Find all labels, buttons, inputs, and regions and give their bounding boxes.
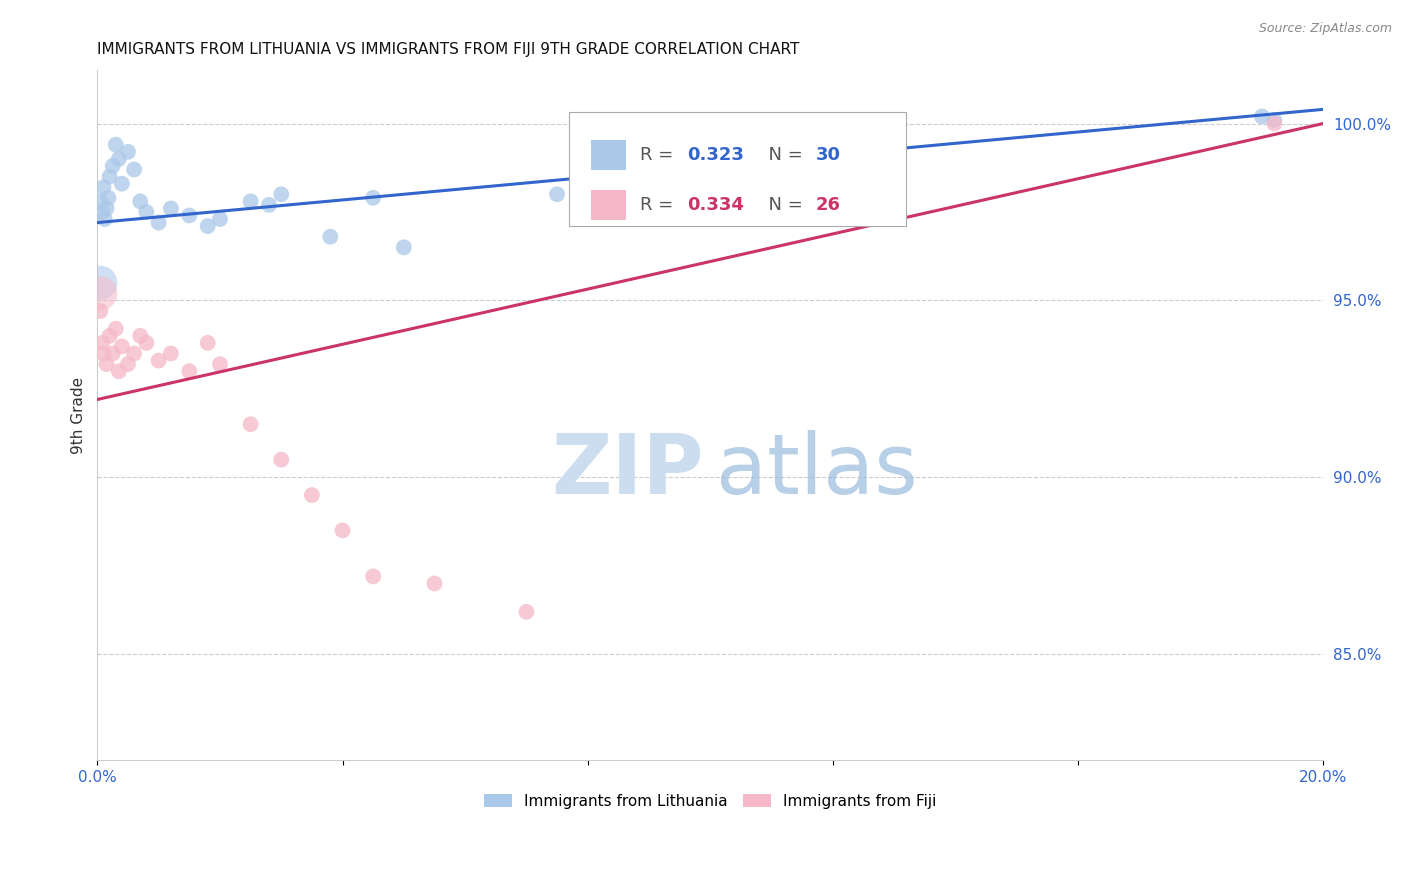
Point xyxy=(423,576,446,591)
FancyBboxPatch shape xyxy=(569,112,907,226)
Text: Source: ZipAtlas.com: Source: ZipAtlas.com xyxy=(1258,22,1392,36)
Point xyxy=(93,180,115,194)
Point xyxy=(117,357,139,371)
Point xyxy=(98,328,121,343)
Point xyxy=(239,417,262,432)
Point xyxy=(270,452,292,467)
Point xyxy=(179,209,201,223)
Point xyxy=(101,159,124,173)
Point xyxy=(197,219,219,233)
Point xyxy=(179,364,201,378)
Point xyxy=(270,187,292,202)
Point xyxy=(91,205,114,219)
Point xyxy=(129,194,152,209)
Point xyxy=(239,194,262,209)
Point xyxy=(546,187,568,202)
Point xyxy=(97,191,120,205)
Point xyxy=(208,212,231,227)
Point xyxy=(111,177,134,191)
Point xyxy=(111,339,134,353)
Point xyxy=(197,335,219,350)
Point xyxy=(607,180,630,194)
Bar xyxy=(592,140,626,170)
Point xyxy=(122,162,145,177)
Text: 26: 26 xyxy=(815,196,841,214)
Point xyxy=(96,357,118,371)
Text: N =: N = xyxy=(756,146,808,164)
Point xyxy=(129,328,152,343)
Point xyxy=(101,346,124,360)
Point xyxy=(107,152,129,166)
Point xyxy=(392,240,415,254)
Text: R =: R = xyxy=(641,196,679,214)
Point xyxy=(301,488,323,502)
Point xyxy=(160,202,183,216)
Point xyxy=(319,229,342,244)
Text: 0.323: 0.323 xyxy=(688,146,744,164)
Point xyxy=(332,524,354,538)
Text: ZIP: ZIP xyxy=(551,430,704,511)
Point xyxy=(148,216,170,230)
Point xyxy=(96,202,118,216)
Point xyxy=(160,346,183,360)
Text: R =: R = xyxy=(641,146,679,164)
Text: atlas: atlas xyxy=(717,430,918,511)
Point xyxy=(93,346,115,360)
Point xyxy=(93,212,115,227)
Point xyxy=(89,194,111,209)
Point xyxy=(89,286,111,301)
Point xyxy=(257,198,280,212)
Point xyxy=(104,137,127,152)
Point xyxy=(515,605,537,619)
Point xyxy=(98,169,121,184)
Point xyxy=(361,569,384,583)
Point xyxy=(91,335,114,350)
Point xyxy=(135,335,157,350)
Point xyxy=(89,304,111,318)
Point xyxy=(1251,110,1274,124)
Point xyxy=(122,346,145,360)
Point xyxy=(208,357,231,371)
Point xyxy=(104,322,127,336)
Point xyxy=(148,353,170,368)
Point xyxy=(1263,116,1285,130)
Bar xyxy=(592,190,626,220)
Text: 30: 30 xyxy=(815,146,841,164)
Legend: Immigrants from Lithuania, Immigrants from Fiji: Immigrants from Lithuania, Immigrants fr… xyxy=(478,788,942,814)
Point xyxy=(135,205,157,219)
Text: N =: N = xyxy=(756,196,808,214)
Text: 0.334: 0.334 xyxy=(688,196,744,214)
Y-axis label: 9th Grade: 9th Grade xyxy=(72,376,86,454)
Point xyxy=(361,191,384,205)
Point xyxy=(117,145,139,159)
Point xyxy=(107,364,129,378)
Point xyxy=(89,276,111,290)
Point xyxy=(1263,112,1285,127)
Text: IMMIGRANTS FROM LITHUANIA VS IMMIGRANTS FROM FIJI 9TH GRADE CORRELATION CHART: IMMIGRANTS FROM LITHUANIA VS IMMIGRANTS … xyxy=(97,42,800,57)
